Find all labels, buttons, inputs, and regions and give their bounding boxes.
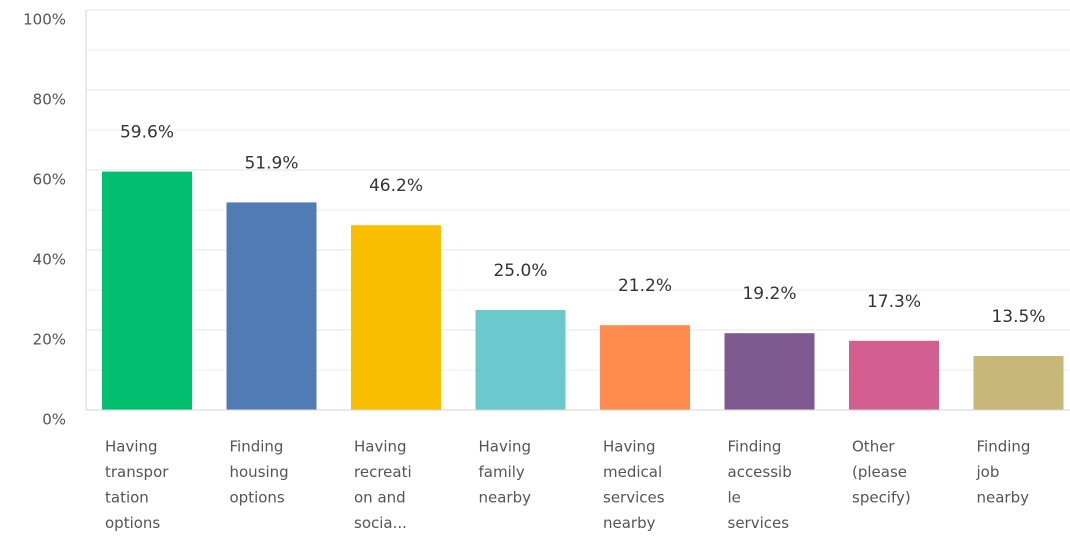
x-tick-label: services — [728, 514, 790, 532]
value-label: 59.6% — [120, 123, 174, 143]
x-tick-label: family — [479, 463, 525, 481]
bar — [724, 333, 815, 410]
value-label: 25.0% — [493, 261, 547, 281]
x-tick-label: Having — [105, 438, 158, 456]
x-tick-label: (please — [852, 463, 907, 481]
x-tick-label: job — [976, 463, 1000, 481]
x-tick-label: housing — [230, 463, 289, 481]
value-label: 46.2% — [369, 176, 423, 196]
x-tick-label: Finding — [728, 438, 782, 456]
x-tick-label: recreati — [354, 463, 412, 481]
x-tick-label: Finding — [977, 438, 1031, 456]
x-tick-label: accessib — [728, 463, 792, 481]
x-tick-label: socia... — [354, 514, 407, 532]
x-tick-label: nearby — [603, 514, 656, 532]
bar — [849, 340, 939, 410]
bar — [351, 225, 441, 410]
y-tick-label: 60% — [33, 171, 66, 189]
y-tick-label: 40% — [33, 251, 66, 269]
x-tick-label: le — [728, 489, 741, 507]
y-tick-label: 0% — [42, 411, 66, 429]
x-tick-label: options — [230, 489, 285, 507]
bar — [226, 202, 317, 410]
bar — [475, 310, 566, 410]
value-label: 21.2% — [618, 276, 672, 296]
x-tick-label: options — [105, 514, 160, 532]
value-label: 17.3% — [867, 292, 921, 312]
x-tick-label: transpor — [105, 463, 169, 481]
value-label: 19.2% — [742, 284, 796, 304]
value-label: 13.5% — [991, 307, 1045, 327]
x-tick-label: nearby — [479, 489, 532, 507]
y-tick-label: 100% — [23, 11, 66, 29]
x-tick-label: Having — [603, 438, 656, 456]
x-tick-label: Having — [479, 438, 532, 456]
bar — [973, 356, 1064, 410]
x-tick-label: nearby — [977, 489, 1030, 507]
bar — [600, 325, 690, 410]
x-tick-label: Finding — [230, 438, 284, 456]
y-tick-label: 80% — [33, 91, 66, 109]
x-tick-label: Having — [354, 438, 407, 456]
y-tick-label: 20% — [33, 331, 66, 349]
x-tick-label: Other — [852, 438, 895, 456]
x-tick-label: on and — [354, 489, 406, 507]
x-tick-label: medical — [603, 463, 662, 481]
x-tick-label: services — [603, 489, 665, 507]
x-tick-label: tation — [105, 489, 149, 507]
x-tick-label: specify) — [852, 489, 911, 507]
value-label: 51.9% — [244, 153, 298, 173]
bar — [102, 171, 192, 410]
